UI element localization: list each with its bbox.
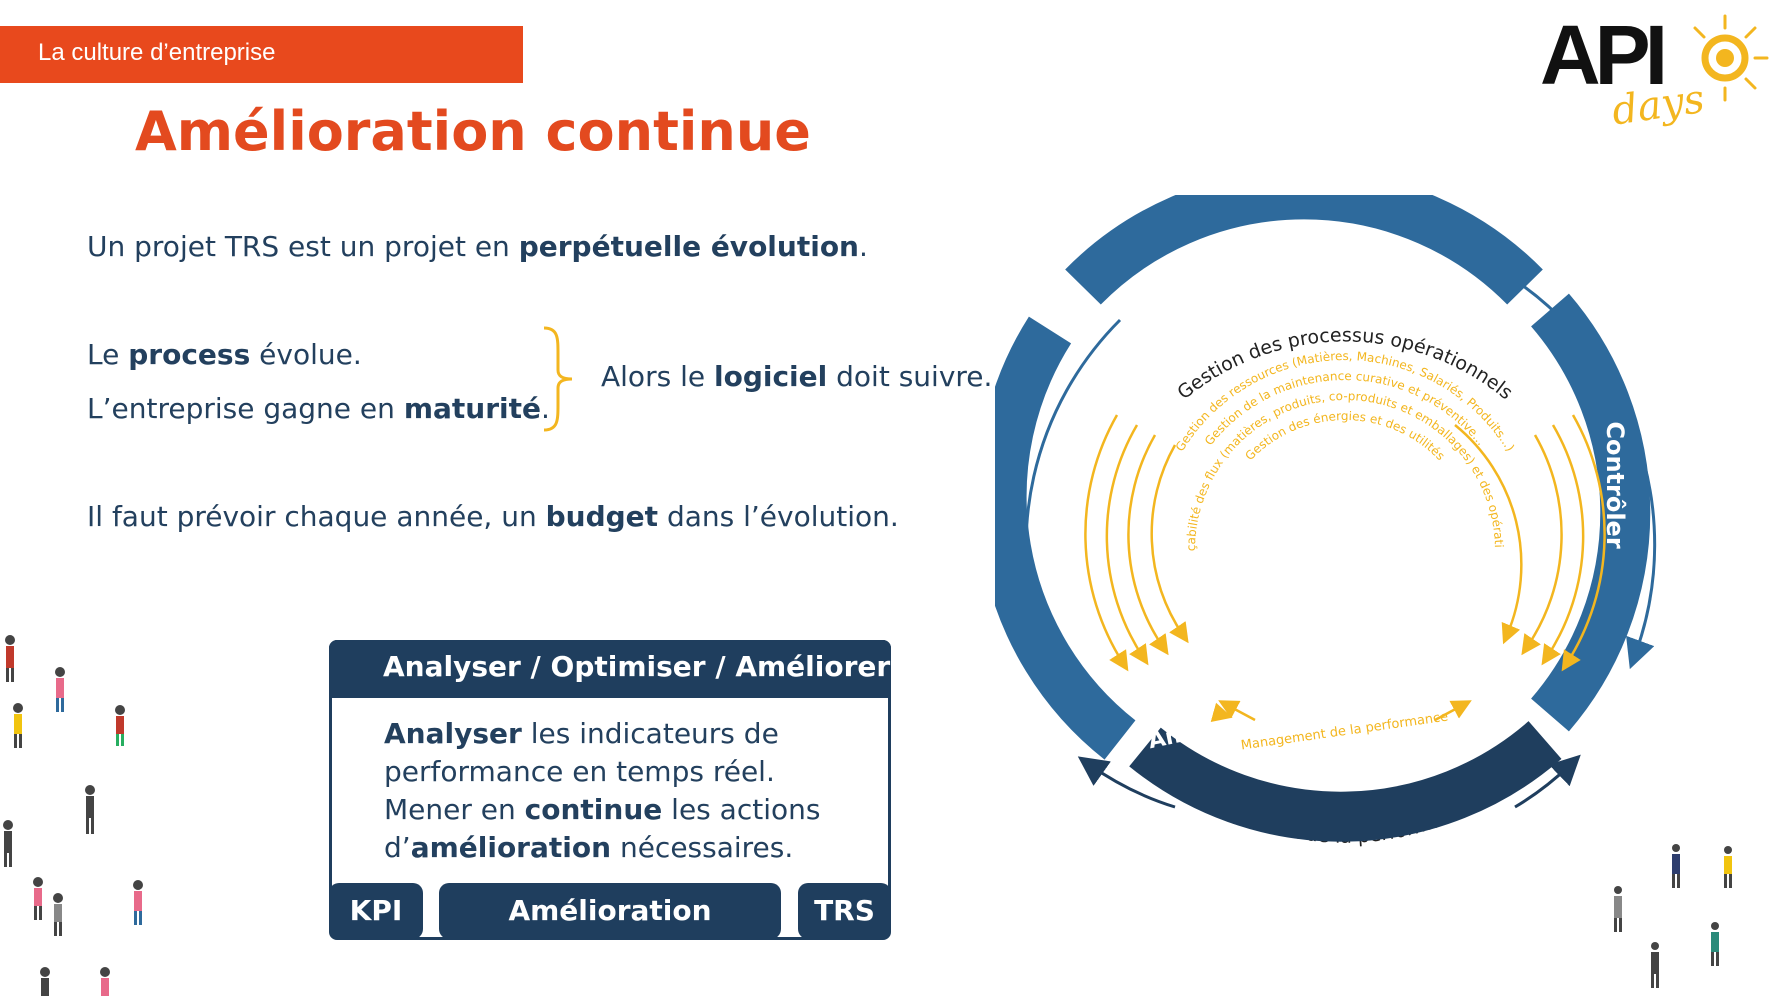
inner-arrow-left-4 <box>1150 444 1189 644</box>
inner-arrow-left-1 <box>1084 414 1129 672</box>
segment-label-planifier: Planifier <box>1035 458 1063 571</box>
svg-text:API: API <box>1540 8 1663 102</box>
inner-arrow-right-4 <box>1454 424 1523 645</box>
section-label: La culture d’entreprise <box>38 39 276 66</box>
outer-arrow-bottom-right <box>1514 754 1581 809</box>
analysis-card-header: Analyser / Optimiser / Améliorer <box>329 640 891 698</box>
tag-trs: TRS <box>798 883 891 939</box>
crowd-illustration-right <box>1614 844 1732 988</box>
sun-icon <box>1693 14 1769 102</box>
curly-brace-icon <box>543 326 573 432</box>
outer-arrow-bottom-left <box>1077 756 1176 809</box>
statement-software: Alors le logiciel doit suivre. <box>601 360 993 393</box>
apidays-logo: API days <box>1540 8 1769 134</box>
crowd-illustration-left <box>3 635 143 996</box>
statement-budget: Il faut prévoir chaque année, un budget … <box>87 500 899 533</box>
ring-segment-analyser <box>1129 721 1562 842</box>
statement-process: Le process évolue. <box>87 338 362 371</box>
page-title: Amélioration continue <box>135 100 811 163</box>
ring-segment-executer <box>1065 195 1543 305</box>
section-banner: La culture d’entreprise <box>0 26 523 83</box>
inner-arrow-left-2 <box>1105 424 1149 666</box>
pdca-cycle-diagram: Gestion des processus opérationnels Mana… <box>995 195 1657 848</box>
inner-arrow-right-2 <box>1541 424 1585 666</box>
statement-evolution: Un projet TRS est un projet en perpétuel… <box>87 230 868 263</box>
ring-segment-controler <box>1530 293 1651 732</box>
inner-arrow-bottom-left-line <box>1218 700 1256 722</box>
tag-amelioration-continue: Amélioration continue <box>439 883 781 983</box>
inner-arrow-left-3 <box>1127 434 1169 656</box>
inner-arrow-bottom-right-line <box>1434 700 1472 722</box>
inner-arrow-right-3 <box>1521 434 1563 656</box>
inner-arrow-right-1 <box>1561 414 1606 672</box>
tag-kpi: KPI <box>329 883 423 939</box>
ring-segment-planifier <box>995 316 1136 760</box>
analysis-card-text: Analyser les indicateurs de performance … <box>384 717 821 864</box>
statement-maturity: L’entreprise gagne en maturité. <box>87 392 550 425</box>
